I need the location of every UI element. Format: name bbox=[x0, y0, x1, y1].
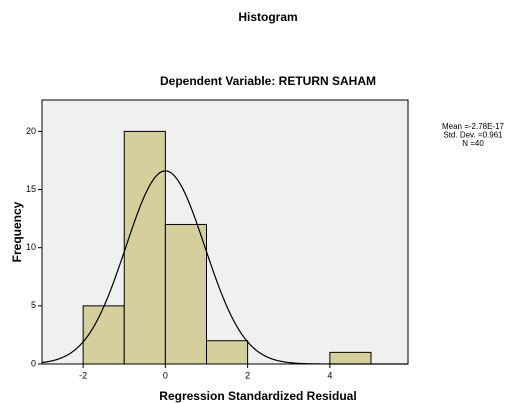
x-tick-label: 2 bbox=[245, 370, 250, 380]
x-tick-label: -2 bbox=[79, 370, 87, 380]
bar bbox=[82, 305, 125, 365]
x-tick-label: 0 bbox=[163, 370, 168, 380]
stat-label: N =40 bbox=[462, 139, 484, 148]
stat-label: Std. Dev. =0.961 bbox=[443, 131, 503, 140]
bar bbox=[164, 223, 207, 365]
y-tick-label: 15 bbox=[26, 184, 36, 194]
chart-subtitle: Dependent Variable: RETURN SAHAM bbox=[160, 74, 376, 88]
y-tick-label: 5 bbox=[31, 300, 36, 310]
stat-label: Mean =-2.78E-17 bbox=[442, 122, 505, 131]
y-tick-label: 20 bbox=[26, 126, 36, 136]
y-tick-label: 10 bbox=[26, 242, 36, 252]
bar bbox=[205, 340, 249, 365]
x-axis-label: Regression Standardized Residual bbox=[159, 389, 356, 403]
y-axis-label: Frequency bbox=[10, 201, 24, 262]
x-tick-label: 4 bbox=[327, 370, 332, 380]
bar bbox=[329, 351, 372, 365]
normal-curve bbox=[41, 170, 408, 365]
y-tick-label: 0 bbox=[31, 358, 36, 368]
bar bbox=[123, 130, 166, 365]
chart-title: Histogram bbox=[238, 10, 297, 24]
